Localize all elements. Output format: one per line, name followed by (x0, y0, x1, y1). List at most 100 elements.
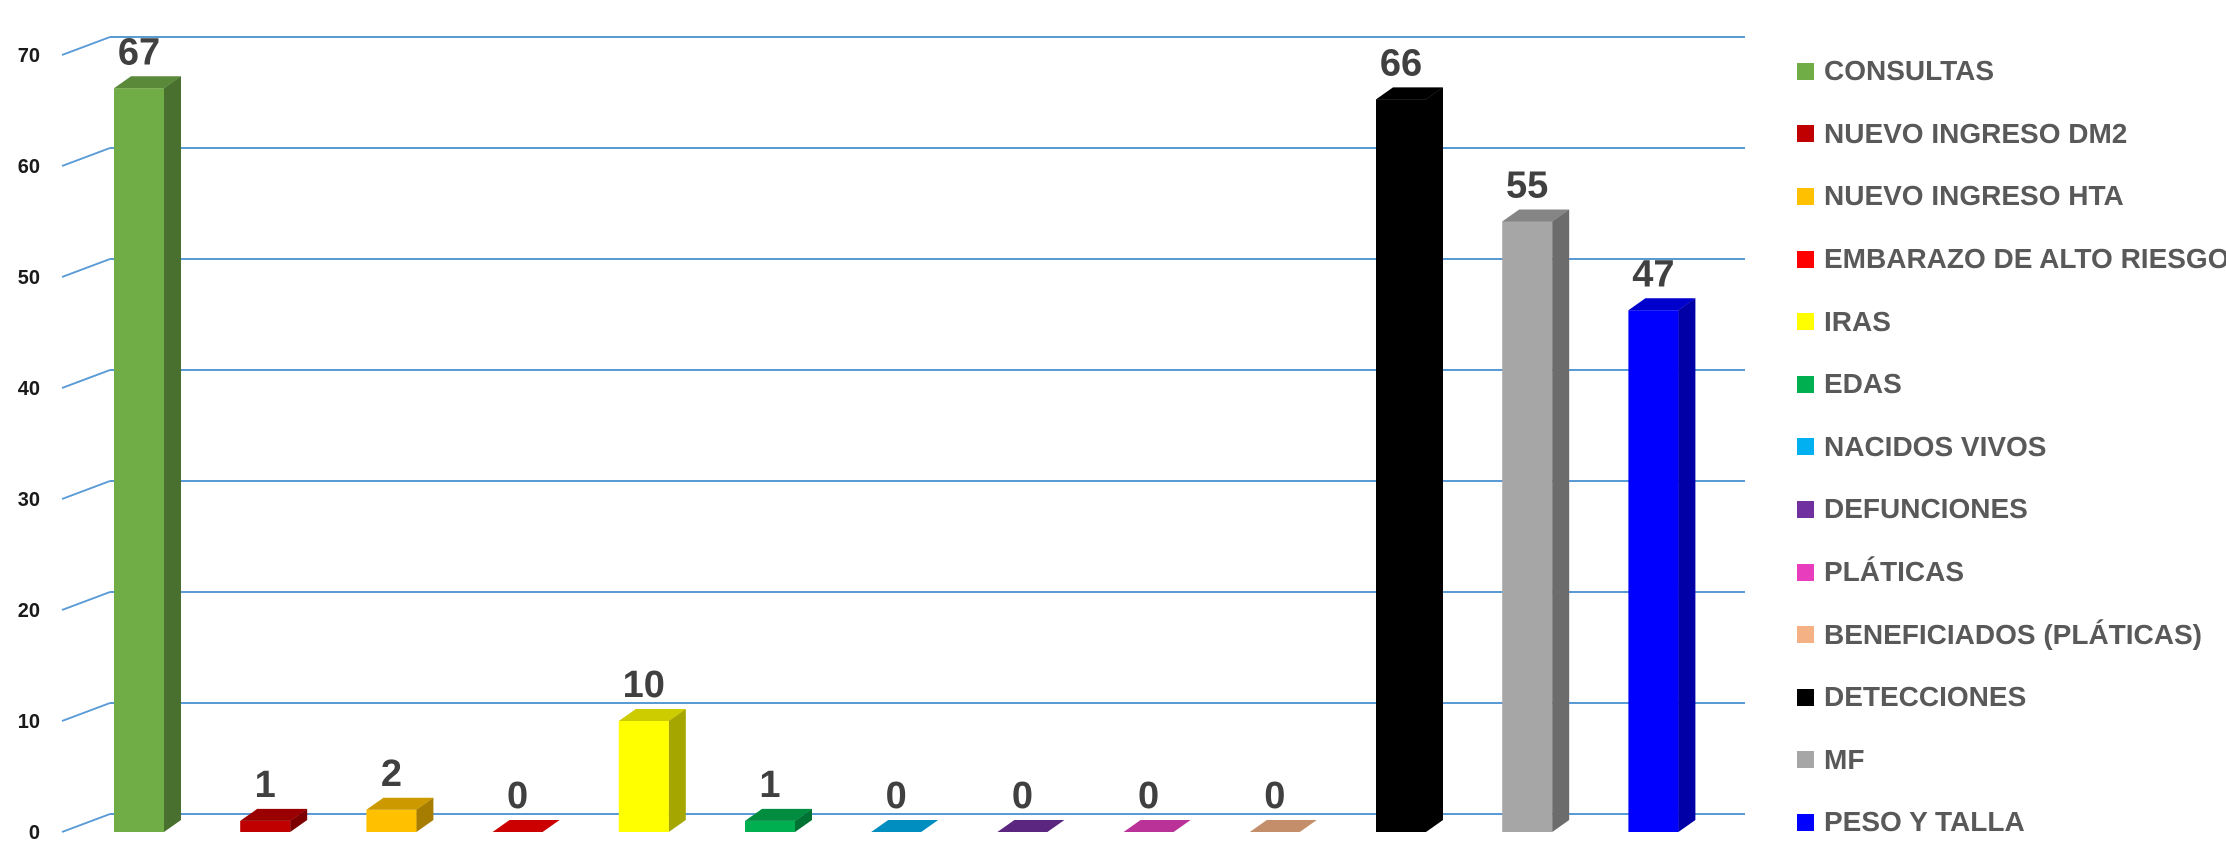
legend-item: NUEVO INGRESO DM2 (1797, 103, 2226, 166)
bar-top (871, 820, 939, 832)
legend-item: DEFUNCIONES (1797, 478, 2226, 541)
bar (1376, 87, 1443, 832)
y-axis-ticks: 0 10 20 30 40 50 60 70 (18, 45, 40, 844)
bar-top (1502, 209, 1570, 222)
y-tick-label: 10 (18, 711, 40, 733)
data-label: 47 (1632, 253, 1674, 295)
bars (114, 76, 1696, 833)
legend-label: NUEVO INGRESO HTA (1824, 180, 2124, 212)
bar-top (618, 709, 686, 721)
gridline-side (61, 480, 111, 500)
data-label: 67 (118, 31, 160, 73)
legend-item: EMBARAZO DE ALTO RIESGO (1797, 228, 2226, 291)
legend-swatch (1797, 626, 1814, 644)
bar-side (668, 709, 686, 832)
data-label: 0 (1012, 775, 1033, 817)
legend-swatch (1797, 438, 1814, 456)
legend-item: NACIDOS VIVOS (1797, 416, 2226, 479)
legend-swatch (1797, 62, 1814, 80)
bar (1123, 820, 1191, 832)
gridline-side (61, 36, 111, 56)
data-label: 0 (886, 775, 907, 817)
bar (240, 808, 308, 832)
gridlines (61, 36, 1745, 833)
data-label: 55 (1506, 165, 1548, 207)
y-tick-label: 40 (18, 378, 40, 400)
bar-front (618, 721, 669, 832)
legend-label: CONSULTAS (1824, 55, 1995, 87)
legend-label: DETECCIONES (1824, 681, 2027, 713)
legend-item: CONSULTAS (1797, 40, 2226, 103)
bar-front (1376, 99, 1426, 832)
legend-swatch (1797, 125, 1814, 143)
bar-top (366, 797, 434, 810)
bar-top (1376, 87, 1443, 100)
bar (114, 76, 181, 833)
legend-item: DETECCIONES (1797, 666, 2226, 729)
bar-side (1678, 298, 1696, 832)
legend-label: NUEVO INGRESO DM2 (1824, 117, 2128, 149)
gridline-side (61, 591, 111, 611)
bar-front (1502, 221, 1553, 832)
data-label: 0 (1138, 775, 1159, 817)
legend-swatch (1797, 375, 1814, 393)
bar-front (745, 820, 795, 832)
legend-swatch (1797, 563, 1814, 581)
bar-top (114, 76, 181, 89)
legend-swatch (1797, 751, 1814, 769)
legend-item: NUEVO INGRESO HTA (1797, 165, 2226, 228)
legend-swatch (1797, 500, 1814, 518)
bar-top (997, 820, 1065, 832)
bar (618, 709, 686, 832)
legend-label: BENEFICIADOS (PLÁTICAS) (1824, 618, 2202, 650)
bar-top (1628, 298, 1696, 311)
y-tick-label: 20 (18, 600, 40, 622)
bar-side (416, 797, 434, 832)
bar-front (240, 820, 291, 832)
bar (871, 820, 939, 832)
legend-swatch (1797, 250, 1814, 268)
bar-side (1552, 209, 1570, 832)
data-label: 2 (381, 753, 402, 795)
bar-side (1426, 87, 1443, 832)
legend-label: IRAS (1824, 305, 1891, 337)
legend-label: DEFUNCIONES (1824, 493, 2028, 525)
bar-top (240, 808, 308, 821)
legend-swatch (1797, 688, 1814, 706)
legend-item: MF (1797, 729, 2226, 792)
bar (1249, 820, 1317, 832)
bar-top (1249, 820, 1317, 832)
bar-side (164, 76, 181, 833)
legend-swatch (1797, 813, 1814, 831)
bar (492, 820, 560, 832)
gridline-side (61, 147, 111, 167)
legend-item: EDAS (1797, 353, 2226, 416)
y-tick-label: 30 (18, 489, 40, 511)
bar-front (114, 88, 164, 833)
data-label: 0 (507, 775, 528, 817)
legend-label: EDAS (1824, 368, 1902, 400)
legend-label: MF (1824, 743, 1865, 775)
gridline-side (61, 702, 111, 722)
y-tick-label: 0 (29, 822, 40, 844)
y-tick-label: 70 (18, 45, 40, 67)
data-label: 0 (1264, 775, 1285, 817)
bar (366, 797, 434, 832)
y-tick-label: 60 (18, 156, 40, 178)
legend-swatch (1797, 313, 1814, 331)
legend-label: PLÁTICAS (1824, 556, 1964, 588)
bar-top (745, 808, 812, 821)
data-label: 1 (255, 764, 276, 806)
legend-label: EMBARAZO DE ALTO RIESGO (1824, 243, 2226, 275)
gridline-side (61, 369, 111, 389)
bar (1502, 209, 1570, 832)
bar-side (290, 808, 308, 832)
legend-item: PLÁTICAS (1797, 541, 2226, 604)
bar-top (1123, 820, 1191, 832)
legend: CONSULTAS NUEVO INGRESO DM2 NUEVO INGRESO … (1797, 40, 2226, 854)
bar (1628, 298, 1696, 832)
bar (745, 808, 812, 832)
legend-label: NACIDOS VIVOS (1824, 430, 2047, 462)
